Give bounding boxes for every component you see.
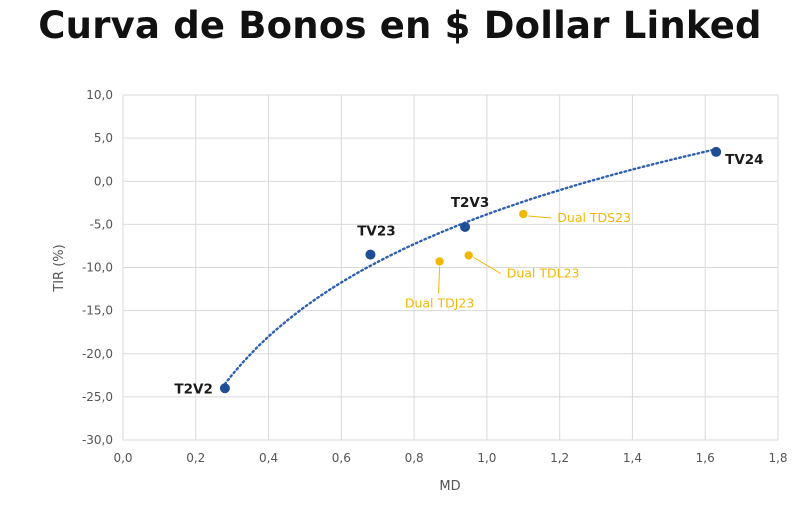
data-point <box>464 251 473 260</box>
x-tick-label: 0,0 <box>113 451 132 465</box>
y-tick-label: 10,0 <box>86 88 113 102</box>
trendline-path <box>223 148 718 386</box>
y-tick-label: -30,0 <box>82 433 113 447</box>
data-point <box>519 209 528 219</box>
data-point <box>219 383 230 394</box>
data-point <box>365 249 376 260</box>
data-label: Dual TDJ23 <box>405 295 475 310</box>
data-label: Dual TDS23 <box>557 210 631 225</box>
tick-labels: 10,05,00,0-5,0-10,0-15,0-20,0-25,0-30,00… <box>82 88 788 465</box>
x-tick-label: 1,0 <box>477 451 496 465</box>
x-axis-label: MD <box>439 479 460 494</box>
data-points <box>219 146 722 394</box>
y-tick-label: -25,0 <box>82 390 113 404</box>
data-label: T2V3 <box>451 195 489 211</box>
y-tick-label: -20,0 <box>82 347 113 361</box>
y-tick-label: -5,0 <box>90 217 113 231</box>
y-tick-label: 5,0 <box>94 131 113 145</box>
x-tick-label: 1,6 <box>696 451 715 465</box>
trendline <box>223 148 718 386</box>
leader-line <box>473 256 501 274</box>
x-tick-label: 0,6 <box>332 451 351 465</box>
x-tick-label: 0,4 <box>259 451 278 465</box>
leader-line <box>528 215 552 219</box>
y-tick-label: -10,0 <box>82 261 113 275</box>
data-label: TV23 <box>357 224 395 240</box>
y-axis-label: TIR (%) <box>52 244 67 292</box>
data-label: TV24 <box>725 152 763 168</box>
x-tick-label: 0,8 <box>405 451 424 465</box>
data-label: Dual TDL23 <box>507 265 580 280</box>
x-tick-label: 1,4 <box>623 451 642 465</box>
data-point <box>460 221 471 232</box>
y-tick-label: -15,0 <box>82 304 113 318</box>
x-tick-label: 1,2 <box>550 451 569 465</box>
data-label: T2V2 <box>174 381 212 397</box>
x-tick-label: 0,2 <box>186 451 205 465</box>
y-tick-label: 0,0 <box>94 174 113 188</box>
x-tick-label: 1,8 <box>768 451 787 465</box>
data-labels: T2V2 TV23 T2V3 TV24 Dual TDJ23 Dual TDL23 Dual… <box>174 152 763 397</box>
leader-line <box>438 266 441 294</box>
data-point <box>435 257 444 266</box>
chart-title: Curva de Bonos en $ Dollar Linked <box>38 4 762 47</box>
grid-lines <box>122 94 779 441</box>
data-point <box>711 146 722 157</box>
